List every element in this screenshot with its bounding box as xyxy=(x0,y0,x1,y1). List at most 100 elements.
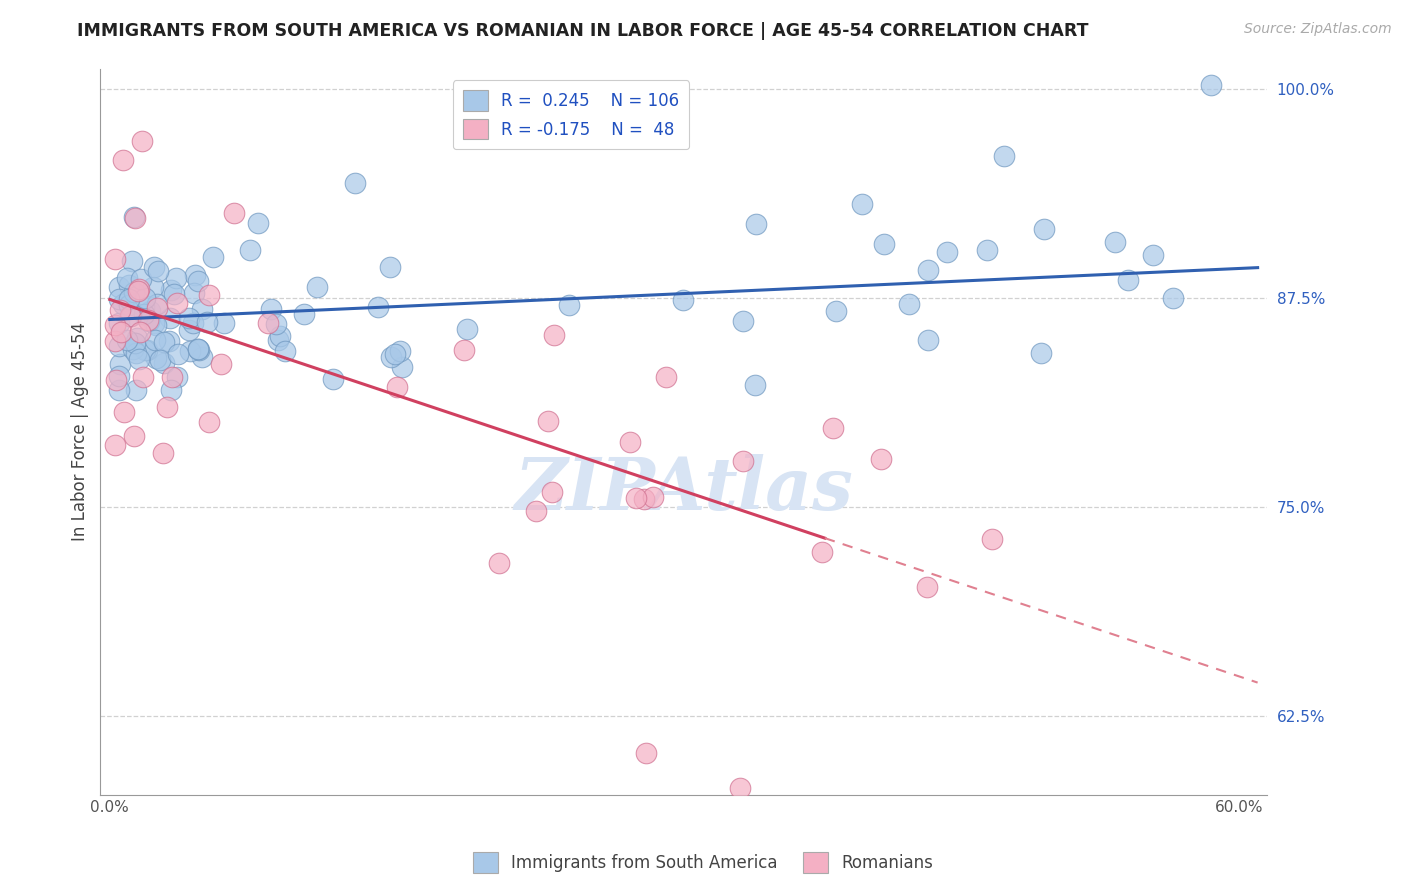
Point xyxy=(136,312,159,326)
Point xyxy=(811,545,834,559)
Point xyxy=(823,421,845,435)
Point xyxy=(179,344,201,359)
Point xyxy=(543,327,565,342)
Point xyxy=(112,405,135,419)
Point xyxy=(142,280,165,294)
Point xyxy=(121,253,143,268)
Point xyxy=(104,318,127,332)
Point xyxy=(198,416,221,430)
Point xyxy=(384,347,406,361)
Point xyxy=(744,217,766,231)
Point xyxy=(212,316,235,330)
Point xyxy=(167,347,190,361)
Point xyxy=(541,484,564,499)
Point xyxy=(108,302,131,317)
Point xyxy=(1029,346,1052,360)
Point xyxy=(524,504,547,518)
Point xyxy=(143,260,166,275)
Point xyxy=(259,301,281,316)
Point xyxy=(187,274,209,288)
Point xyxy=(129,325,152,339)
Point xyxy=(124,335,146,350)
Point xyxy=(187,343,209,357)
Point xyxy=(367,300,389,314)
Point xyxy=(247,216,270,230)
Point xyxy=(380,260,402,274)
Point xyxy=(108,339,131,353)
Point xyxy=(142,316,165,330)
Point xyxy=(733,314,755,328)
Point xyxy=(163,286,186,301)
Point xyxy=(108,280,131,294)
Point xyxy=(124,211,146,225)
Point xyxy=(198,288,221,302)
Point xyxy=(127,284,149,298)
Point xyxy=(118,309,141,323)
Point xyxy=(202,250,225,264)
Point xyxy=(181,316,204,330)
Point xyxy=(156,401,179,415)
Point xyxy=(152,446,174,460)
Point xyxy=(307,280,329,294)
Point xyxy=(148,263,170,277)
Point xyxy=(177,310,200,325)
Point xyxy=(935,245,957,260)
Point xyxy=(744,378,766,392)
Point xyxy=(851,197,873,211)
Point xyxy=(322,372,344,386)
Point xyxy=(160,283,183,297)
Point xyxy=(146,301,169,315)
Point xyxy=(118,277,141,292)
Point xyxy=(976,243,998,257)
Point xyxy=(159,310,181,325)
Point xyxy=(869,452,891,467)
Point xyxy=(488,557,510,571)
Point xyxy=(146,297,169,311)
Point xyxy=(641,490,664,504)
Point xyxy=(115,333,138,347)
Point xyxy=(267,333,290,347)
Point xyxy=(915,580,938,594)
Point xyxy=(115,293,138,308)
Point xyxy=(122,342,145,356)
Point xyxy=(104,334,127,348)
Point xyxy=(128,351,150,366)
Point xyxy=(127,331,149,345)
Point xyxy=(153,334,176,349)
Point xyxy=(633,491,655,506)
Text: IMMIGRANTS FROM SOUTH AMERICA VS ROMANIAN IN LABOR FORCE | AGE 45-54 CORRELATION: IMMIGRANTS FROM SOUTH AMERICA VS ROMANIA… xyxy=(77,22,1088,40)
Point xyxy=(1116,272,1139,286)
Point xyxy=(274,343,297,358)
Point xyxy=(124,211,146,225)
Text: Source: ZipAtlas.com: Source: ZipAtlas.com xyxy=(1244,22,1392,37)
Point xyxy=(453,343,475,358)
Point xyxy=(898,296,921,310)
Point xyxy=(132,307,155,321)
Point xyxy=(145,318,167,333)
Point xyxy=(191,350,214,364)
Point xyxy=(108,316,131,330)
Point xyxy=(120,309,142,323)
Point xyxy=(160,383,183,397)
Point xyxy=(1142,248,1164,262)
Point xyxy=(148,352,170,367)
Point xyxy=(131,134,153,148)
Point xyxy=(138,314,160,328)
Point xyxy=(124,285,146,300)
Point xyxy=(239,243,262,257)
Point xyxy=(122,429,145,443)
Point xyxy=(269,329,291,343)
Point xyxy=(108,292,131,306)
Point xyxy=(152,356,174,370)
Point xyxy=(166,296,188,310)
Legend: Immigrants from South America, Romanians: Immigrants from South America, Romanians xyxy=(467,846,939,880)
Y-axis label: In Labor Force | Age 45-54: In Labor Force | Age 45-54 xyxy=(72,322,89,541)
Point xyxy=(1199,78,1222,93)
Point xyxy=(111,153,134,167)
Point xyxy=(111,297,134,311)
Point xyxy=(537,414,560,428)
Point xyxy=(209,357,232,371)
Point xyxy=(162,370,184,384)
Point xyxy=(917,334,939,348)
Point xyxy=(636,746,658,760)
